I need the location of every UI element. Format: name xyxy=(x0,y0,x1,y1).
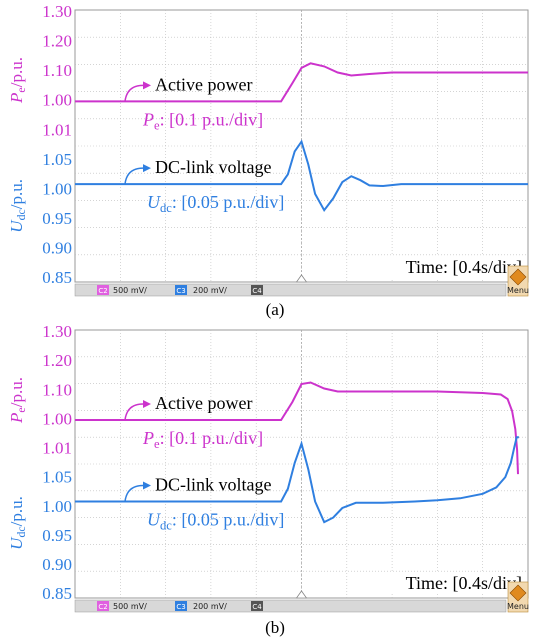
ch2-scale: 500 mV/ xyxy=(113,286,147,295)
voltage-arrowhead-icon xyxy=(143,164,151,173)
y-tick-label: 0.90 xyxy=(42,555,72,574)
y-axis-label-voltage: Udc/p.u. xyxy=(7,496,28,550)
menu-button[interactable]: Menu xyxy=(507,581,529,613)
y-tick-label: 1.05 xyxy=(42,468,72,487)
label-dc-link-voltage: DC-link voltage xyxy=(155,157,271,177)
power-arrowhead-icon xyxy=(143,400,151,409)
y-tick-label: 1.20 xyxy=(42,32,72,51)
label-voltage-scale: Udc: [0.05 p.u./div] xyxy=(147,510,284,533)
label-voltage-scale: Udc: [0.05 p.u./div] xyxy=(147,192,284,215)
y-tick-label: 0.85 xyxy=(42,268,72,287)
ch3-label: C3 xyxy=(176,287,185,295)
y-axis-label-power: Pe/p.u. xyxy=(7,377,28,424)
power-arrowhead-icon xyxy=(143,81,151,90)
ch4-badge xyxy=(251,601,263,611)
y-axis-label-power-group: Pe/p.u. xyxy=(7,57,28,104)
label-time-scale: Time: [0.4s/div] xyxy=(406,573,522,593)
ch4-label: C4 xyxy=(252,603,262,611)
series-active-power-line xyxy=(75,62,528,103)
y-axis-label-voltage-group: Udc/p.u. xyxy=(7,496,28,550)
y-axis-label-voltage-group: Udc/p.u. xyxy=(7,179,28,233)
y-tick-label: 1.00 xyxy=(42,497,72,516)
series-dc-link-voltage-line xyxy=(75,139,528,213)
panel-a: 1.30 1.20 1.10 1.00 1.01 1.05 1.00 0.95 0.90 0.85… xyxy=(0,0,550,320)
y-tick-label: 0.95 xyxy=(42,209,72,228)
voltage-arrow-icon xyxy=(124,484,144,502)
series-active-power-line xyxy=(75,381,519,475)
y-tick-label: 1.01 xyxy=(42,439,72,458)
power-arrow-icon xyxy=(124,403,144,421)
label-time-scale: Time: [0.4s/div] xyxy=(406,257,522,277)
voltage-arrowhead-icon xyxy=(143,481,151,490)
ch2-badge xyxy=(97,601,109,611)
y-tick-label: 1.30 xyxy=(42,2,72,21)
y-axis-label-power: Pe/p.u. xyxy=(7,57,28,104)
ch2-scale: 500 mV/ xyxy=(113,602,147,611)
y-tick-label: 0.90 xyxy=(42,239,72,258)
warning-diamond-icon xyxy=(509,268,527,286)
power-arrow-icon xyxy=(124,84,144,102)
y-tick-label: 1.30 xyxy=(42,322,72,341)
label-active-power: Active power xyxy=(155,393,252,413)
label-active-power: Active power xyxy=(155,74,252,94)
y-axis-label-voltage: Udc/p.u. xyxy=(7,179,28,233)
panel-b: 1.30 1.20 1.10 1.00 1.01 1.05 1.00 0.95 0.90 0.85… xyxy=(0,320,550,641)
menu-label: Menu xyxy=(507,286,529,295)
y-tick-label: 1.05 xyxy=(42,150,72,169)
y-tick-label: 1.00 xyxy=(42,91,72,110)
label-dc-link-voltage: DC-link voltage xyxy=(155,475,271,495)
ch4-badge xyxy=(251,285,263,295)
menu-button[interactable]: Menu xyxy=(507,265,529,297)
y-tick-label: 1.01 xyxy=(42,120,72,139)
label-power-scale: Pe: [0.1 p.u./div] xyxy=(142,109,263,132)
trigger-marker-icon xyxy=(295,590,308,599)
ch3-badge xyxy=(175,601,187,611)
y-tick-label: 0.95 xyxy=(42,526,72,545)
y-tick-label: 1.00 xyxy=(42,179,72,198)
ch3-label: C3 xyxy=(176,603,185,611)
time-label-bg xyxy=(378,572,526,594)
label-power-scale: Pe: [0.1 p.u./div] xyxy=(142,428,263,451)
ch3-scale: 200 mV/ xyxy=(193,602,227,611)
ch4-label: C4 xyxy=(252,287,262,295)
y-tick-label: 1.00 xyxy=(42,409,72,428)
y-tick-label: 1.10 xyxy=(42,380,72,399)
chart-a: 1.30 1.20 1.10 1.00 1.01 1.05 1.00 0.95 0.90 0.85… xyxy=(7,2,529,297)
y-tick-label: 1.20 xyxy=(42,351,72,370)
caption-a: (a) xyxy=(265,300,285,319)
ch2-label: C2 xyxy=(98,603,107,611)
warning-diamond-icon xyxy=(509,584,527,602)
ch3-badge xyxy=(175,285,187,295)
series-dc-link-voltage-line xyxy=(75,436,519,524)
ch2-label: C2 xyxy=(98,287,107,295)
y-tick-label: 0.85 xyxy=(42,584,72,603)
trigger-marker-icon xyxy=(295,274,308,283)
ch2-badge xyxy=(97,285,109,295)
y-tick-label: 1.10 xyxy=(42,61,72,80)
chart-b: 1.30 1.20 1.10 1.00 1.01 1.05 1.00 0.95 0.90 0.85… xyxy=(7,322,529,613)
ch3-scale: 200 mV/ xyxy=(193,286,227,295)
caption-b: (b) xyxy=(265,618,285,637)
voltage-arrow-icon xyxy=(124,167,144,185)
time-label-bg xyxy=(378,256,526,278)
menu-label: Menu xyxy=(507,602,529,611)
y-axis-label-power-group: Pe/p.u. xyxy=(7,377,28,424)
